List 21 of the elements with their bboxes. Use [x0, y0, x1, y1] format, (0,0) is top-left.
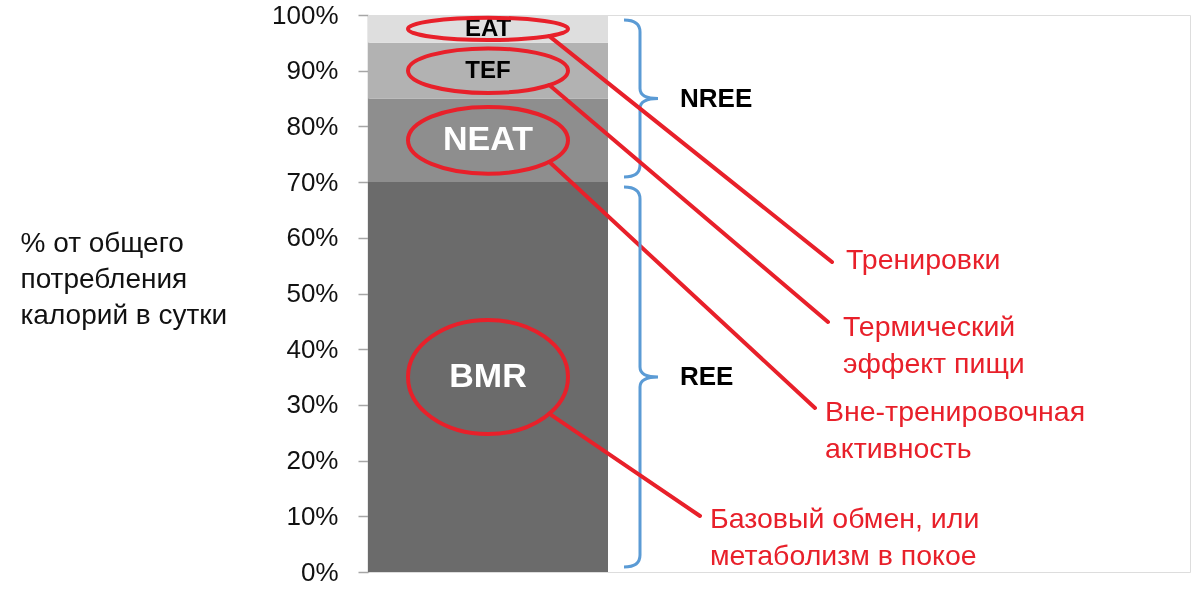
text: NREE [680, 82, 753, 113]
y-tick-label: 80% [286, 110, 339, 141]
y-tick-label: 70% [286, 166, 339, 197]
y-tick-label: 50% [286, 278, 339, 308]
series-label: TEF [465, 55, 511, 83]
y-tick-label: 60% [286, 222, 339, 253]
text: Тренировки [846, 243, 1001, 275]
y-tick-label: 0% [300, 556, 339, 587]
text: REE [680, 361, 734, 392]
text: Вне-тренировочная активность [825, 395, 1086, 464]
text: Базовый обмен, или метаболизм в покое [710, 502, 980, 571]
text: Термический эффект пищи [843, 310, 1025, 379]
y-axis-title: % от общего потребления калорий в сутки [20, 226, 228, 330]
series-label: NEAT [442, 119, 534, 158]
y-tick-label: 20% [286, 445, 339, 476]
y-tick-label: 90% [286, 55, 339, 86]
y-tick-label: 100% [272, 0, 339, 30]
series-label: BMR [449, 356, 527, 395]
y-tick-label: 30% [286, 389, 339, 420]
y-tick-label: 40% [286, 333, 339, 364]
y-tick-label: 10% [286, 500, 339, 531]
